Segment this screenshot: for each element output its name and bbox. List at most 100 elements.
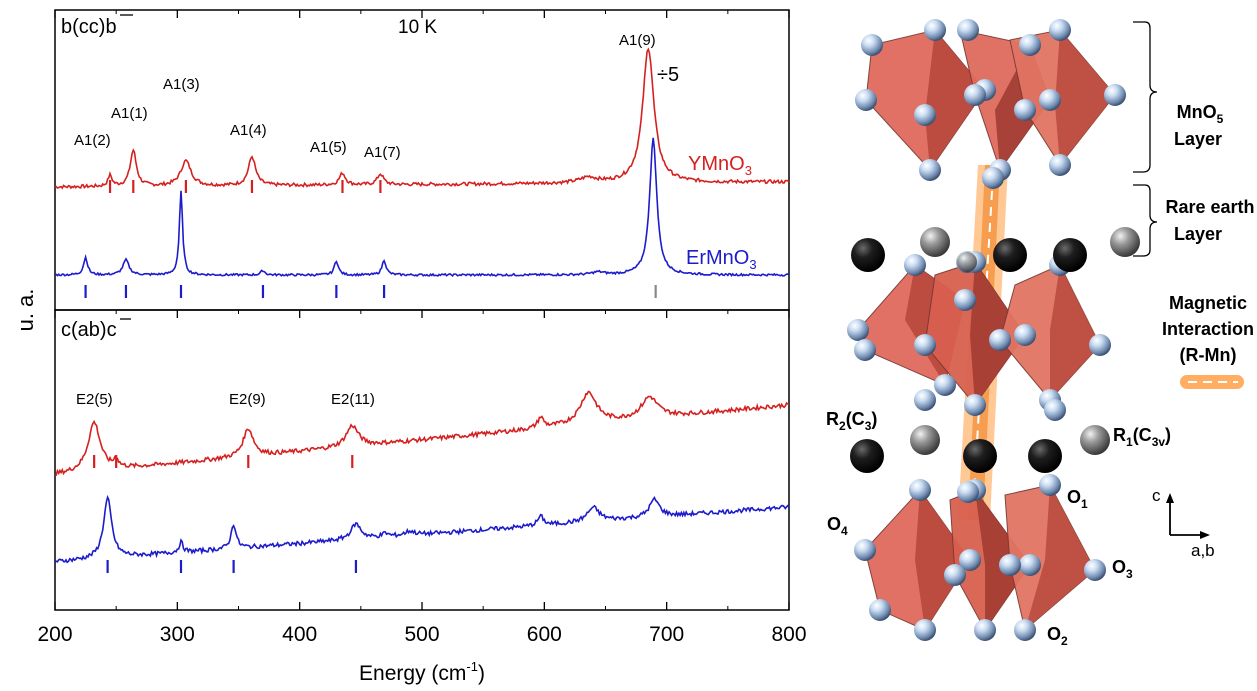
r1-atom bbox=[920, 227, 950, 257]
rare-earth-label-2: Layer bbox=[1174, 224, 1222, 244]
series-label-ermno3: ErMnO3 bbox=[686, 247, 757, 272]
oxygen-atom bbox=[847, 319, 869, 341]
oxygen-atom bbox=[974, 619, 996, 641]
r1-atom bbox=[910, 425, 940, 455]
oxygen-atom bbox=[999, 554, 1021, 576]
oxygen-atom bbox=[989, 329, 1011, 351]
x-axis-label-close: ) bbox=[478, 662, 485, 685]
magnetic-label-3: (R-Mn) bbox=[1180, 345, 1237, 365]
oxygen-atom bbox=[1014, 619, 1036, 641]
o3-main: O bbox=[1112, 557, 1126, 577]
spectrum-trace-panel1-series2 bbox=[54, 137, 790, 278]
oxygen-atom bbox=[954, 289, 976, 311]
x-tick-label: 600 bbox=[527, 623, 562, 646]
axis-indicator: c a,b bbox=[1152, 486, 1215, 560]
oxygen-atom bbox=[957, 481, 979, 503]
oxygen-atom bbox=[1084, 559, 1106, 581]
r2-atom bbox=[1028, 439, 1062, 473]
r2-close: ) bbox=[871, 409, 877, 429]
r1-atom bbox=[1110, 227, 1140, 257]
x-tick-label: 800 bbox=[771, 623, 806, 646]
peak-label-a1-5: A1(5) bbox=[310, 139, 347, 156]
temperature-label: 10 K bbox=[398, 17, 437, 38]
oxygen-atom bbox=[1014, 324, 1036, 346]
oxygen-atom bbox=[909, 479, 931, 501]
spectrum-trace-panel2-series2 bbox=[54, 494, 790, 564]
o2-main: O bbox=[1047, 624, 1061, 644]
spectrum-trace-panel1-series1 bbox=[54, 47, 790, 190]
mno5-middle-layer bbox=[857, 261, 1101, 406]
spectrum-trace-panel2-series1 bbox=[54, 390, 789, 476]
ermno3-sub: 3 bbox=[749, 257, 756, 272]
peak-label-e2-9: E2(9) bbox=[229, 391, 266, 408]
r2-site-label: R2(C3) bbox=[826, 409, 877, 433]
oxygen-atom bbox=[919, 159, 941, 181]
oxygen-atom bbox=[982, 167, 1004, 189]
oxygen-atom bbox=[1039, 474, 1061, 496]
r2-atom bbox=[851, 238, 885, 272]
mno5-bottom-layer bbox=[864, 484, 1096, 631]
r2-sub: 2 bbox=[839, 419, 846, 433]
r1-site: (C bbox=[1133, 425, 1152, 445]
x-axis-label: Energy (cm-1) bbox=[359, 659, 485, 685]
magnetic-legend-swatch bbox=[1180, 375, 1244, 389]
mno5-layer-label-2: Layer bbox=[1174, 129, 1222, 149]
x-axis-label-main: Energy (cm bbox=[359, 662, 466, 685]
mno5-top-layer bbox=[865, 29, 1116, 172]
oxygen-atom bbox=[914, 619, 936, 641]
series-label-ymno3: YMnO3 bbox=[688, 153, 752, 178]
oxygen-atom bbox=[964, 84, 986, 106]
mno5-label-main: MnO bbox=[1177, 102, 1217, 122]
r1-close: ) bbox=[1165, 425, 1171, 445]
oxygen-atom bbox=[861, 34, 883, 56]
r1-site-sub: 3v bbox=[1152, 435, 1166, 449]
peak-label-a1-4: A1(4) bbox=[230, 122, 267, 139]
oxygen-atom bbox=[854, 339, 876, 361]
axis-c-label: c bbox=[1152, 486, 1161, 505]
crystal-structure-diagram: MnO5 Layer Rare earth Layer Magnetic Int… bbox=[826, 19, 1255, 648]
peak-label-e2-11: E2(11) bbox=[331, 391, 375, 408]
rare-earth-layer-2 bbox=[850, 425, 1110, 473]
axis-ab-label: a,b bbox=[1191, 541, 1215, 560]
oxygen-atom bbox=[869, 599, 891, 621]
raman-spectra-chart: 200 300 400 500 600 700 800 b(cc)b 10 K ÷5 YMn… bbox=[13, 9, 807, 685]
o1-main: O bbox=[1067, 487, 1081, 507]
oxygen-atom bbox=[914, 334, 936, 356]
oxygen-atom bbox=[964, 394, 986, 416]
r1-atom bbox=[1080, 425, 1110, 455]
peak-label-a1-3: A1(3) bbox=[163, 76, 200, 93]
o2-label: O2 bbox=[1047, 624, 1068, 648]
x-tick-label: 200 bbox=[37, 623, 72, 646]
oxygen-atom bbox=[904, 254, 926, 276]
oxygen-atom bbox=[855, 89, 877, 111]
magnetic-label-2: Interaction bbox=[1162, 319, 1254, 339]
peak-label-a1-7: A1(7) bbox=[364, 144, 401, 161]
oxygen-atom bbox=[1039, 89, 1061, 111]
ermno3-main: ErMnO bbox=[686, 247, 749, 269]
rare-earth-layer-brace bbox=[1133, 184, 1158, 257]
r2-main: R bbox=[826, 409, 839, 429]
top-panel-frame bbox=[54, 9, 790, 311]
oxygen-atom bbox=[924, 19, 946, 41]
oxygen-atom bbox=[1089, 334, 1111, 356]
o3-label: O3 bbox=[1112, 557, 1133, 581]
r1-atom-interaction bbox=[957, 252, 977, 272]
oxygen-atom bbox=[959, 549, 981, 571]
r2-atom bbox=[963, 439, 997, 473]
o4-label: O4 bbox=[827, 514, 848, 538]
magnetic-label-1: Magnetic bbox=[1169, 293, 1247, 313]
mno5-layer-label: MnO5 bbox=[1177, 102, 1224, 126]
rare-earth-label: Rare earth bbox=[1165, 197, 1254, 217]
x-axis-label-sup: -1 bbox=[466, 659, 478, 674]
o1-label: O1 bbox=[1067, 487, 1088, 511]
oxygen-atom bbox=[944, 564, 966, 586]
y-axis-label: u. a. bbox=[13, 289, 38, 332]
oxygen-atom bbox=[1104, 84, 1126, 106]
oxygen-atom bbox=[934, 374, 956, 396]
oxygen-atom bbox=[854, 539, 876, 561]
r1-sub: 1 bbox=[1126, 435, 1133, 449]
r1-atom bbox=[993, 238, 1027, 272]
mno5-layer-brace bbox=[1133, 21, 1158, 173]
o4-main: O bbox=[827, 514, 841, 534]
o1-sub: 1 bbox=[1081, 497, 1088, 511]
